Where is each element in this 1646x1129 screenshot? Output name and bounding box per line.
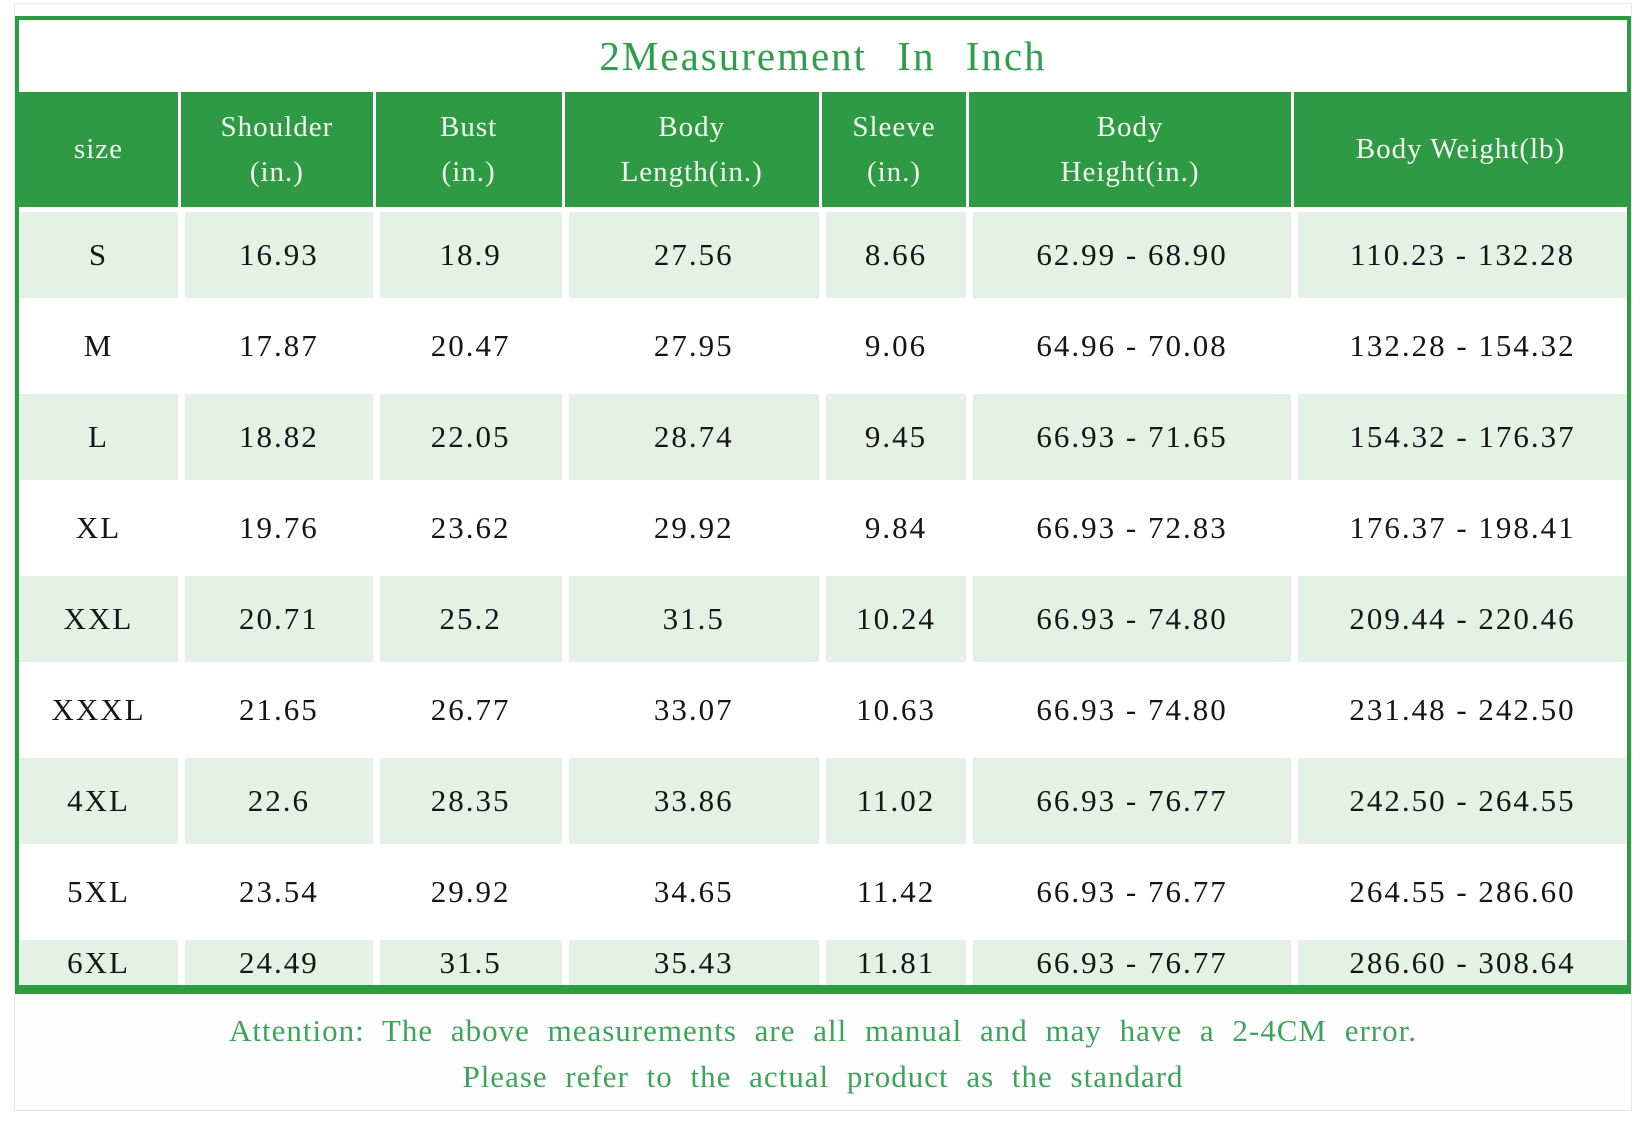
measurement-cell: 24.49 [178,940,373,985]
table-row-L: L 18.82 22.05 28.74 9.45 66.93 - 71.65 154.32 … [19,389,1627,480]
measurement-cell: 18.82 [178,394,373,480]
column-header-2: Bust (in.) [372,92,562,207]
size-chart-frame: 2Measurement In Inch size Shoulder (in.) B… [14,3,1632,1111]
table-row-6XL: 6XL 24.49 31.5 35.43 11.81 66.93 - 76.77 286.6… [19,935,1627,985]
measurement-cell: 20.47 [372,303,562,389]
measurement-cell: 20.71 [178,576,373,662]
column-header-0: size [73,133,124,166]
table-body: S 16.93 18.9 27.56 8.66 62.99 - 68.90 110.23 -… [19,207,1627,985]
measurement-cell: 66.93 - 72.83 [966,485,1292,571]
measurement-cell: 62.99 - 68.90 [966,212,1292,298]
measurement-cell: 11.02 [818,758,967,844]
table-bottom-bar [19,985,1627,994]
attention-note: Attention: The above measurements are al… [15,994,1631,1123]
column-header-3: Body Length(in.) [561,92,819,207]
table-header-row: size Shoulder (in.) Bust (in.) Body Length(… [19,92,1627,207]
size-label-cell: XXXL [19,667,179,753]
table-row-XXL: XXL 20.71 25.2 31.5 10.24 66.93 - 74.80 209.44… [19,571,1627,662]
measurement-cell: 9.06 [818,303,967,389]
size-label-cell: XXL [19,576,179,662]
size-label-cell: XL [19,485,179,571]
measurement-cell: 35.43 [561,940,819,985]
measurement-cell: 8.66 [818,212,967,298]
measurement-cell: 11.42 [818,849,967,935]
measurement-cell: 28.35 [372,758,562,844]
measurement-cell: 33.07 [561,667,819,753]
column-header-6: Body Weight(lb) [1291,92,1627,207]
measurement-cell: 29.92 [372,849,562,935]
measurement-cell: 34.65 [561,849,819,935]
measurement-cell: 18.9 [372,212,562,298]
table-row-5XL: 5XL 23.54 29.92 34.65 11.42 66.93 - 76.77 264.… [19,844,1627,935]
size-label-cell: L [19,394,179,480]
measurement-cell: 23.54 [178,849,373,935]
measurement-cell: 23.62 [372,485,562,571]
table-row-XXXL: XXXL 21.65 26.77 33.07 10.63 66.93 - 74.80 231… [19,662,1627,753]
measurement-cell: 28.74 [561,394,819,480]
measurement-cell: 10.63 [818,667,967,753]
size-label-cell: S [19,212,179,298]
table-row-4XL: 4XL 22.6 28.35 33.86 11.02 66.93 - 76.77 242.5… [19,753,1627,844]
column-header-4: Sleeve (in.) [818,92,966,207]
measurement-cell: 22.6 [178,758,373,844]
measurement-cell: 10.24 [818,576,967,662]
measurement-cell: 242.50 - 264.55 [1291,758,1627,844]
table-row-XL: XL 19.76 23.62 29.92 9.84 66.93 - 72.83 176.37… [19,480,1627,571]
column-header-1: Shoulder (in.) [178,92,373,207]
measurement-cell: 9.45 [818,394,967,480]
size-label-cell: 5XL [19,849,179,935]
size-table: 2Measurement In Inch size Shoulder (in.) B… [15,16,1631,994]
title-band: 2Measurement In Inch [19,20,1627,92]
measurement-cell: 286.60 - 308.64 [1291,940,1627,985]
measurement-cell: 231.48 - 242.50 [1291,667,1627,753]
measurement-cell: 66.93 - 76.77 [966,849,1292,935]
measurement-cell: 9.84 [818,485,967,571]
measurement-cell: 110.23 - 132.28 [1291,212,1627,298]
measurement-cell: 66.93 - 76.77 [966,940,1292,985]
measurement-cell: 27.95 [561,303,819,389]
measurement-cell: 29.92 [561,485,819,571]
measurement-cell: 22.05 [372,394,562,480]
table-row-S: S 16.93 18.9 27.56 8.66 62.99 - 68.90 110.23 -… [19,207,1627,298]
size-label-cell: 6XL [19,940,179,985]
measurement-cell: 31.5 [372,940,562,985]
column-header-5: Body Height(in.) [966,92,1291,207]
measurement-cell: 19.76 [178,485,373,571]
measurement-cell: 33.86 [561,758,819,844]
measurement-cell: 26.77 [372,667,562,753]
size-label-cell: M [19,303,179,389]
measurement-cell: 132.28 - 154.32 [1291,303,1627,389]
measurement-cell: 66.93 - 74.80 [966,667,1292,753]
measurement-cell: 264.55 - 286.60 [1291,849,1627,935]
measurement-cell: 154.32 - 176.37 [1291,394,1627,480]
size-label-cell: 4XL [19,758,179,844]
measurement-cell: 31.5 [561,576,819,662]
measurement-cell: 11.81 [818,940,967,985]
measurement-cell: 27.56 [561,212,819,298]
measurement-cell: 64.96 - 70.08 [966,303,1292,389]
measurement-cell: 176.37 - 198.41 [1291,485,1627,571]
measurement-cell: 16.93 [178,212,373,298]
measurement-cell: 66.93 - 76.77 [966,758,1292,844]
page-title: 2Measurement In Inch [599,33,1047,79]
measurement-cell: 17.87 [178,303,373,389]
measurement-cell: 209.44 - 220.46 [1291,576,1627,662]
measurement-cell: 21.65 [178,667,373,753]
measurement-cell: 66.93 - 71.65 [966,394,1292,480]
measurement-cell: 25.2 [372,576,562,662]
attention-line-1: Attention: The above measurements are al… [228,1013,1417,1048]
table-row-M: M 17.87 20.47 27.95 9.06 64.96 - 70.08 132.28 … [19,298,1627,389]
attention-line-2: Please refer to the actual product as th… [462,1059,1184,1094]
measurement-cell: 66.93 - 74.80 [966,576,1292,662]
